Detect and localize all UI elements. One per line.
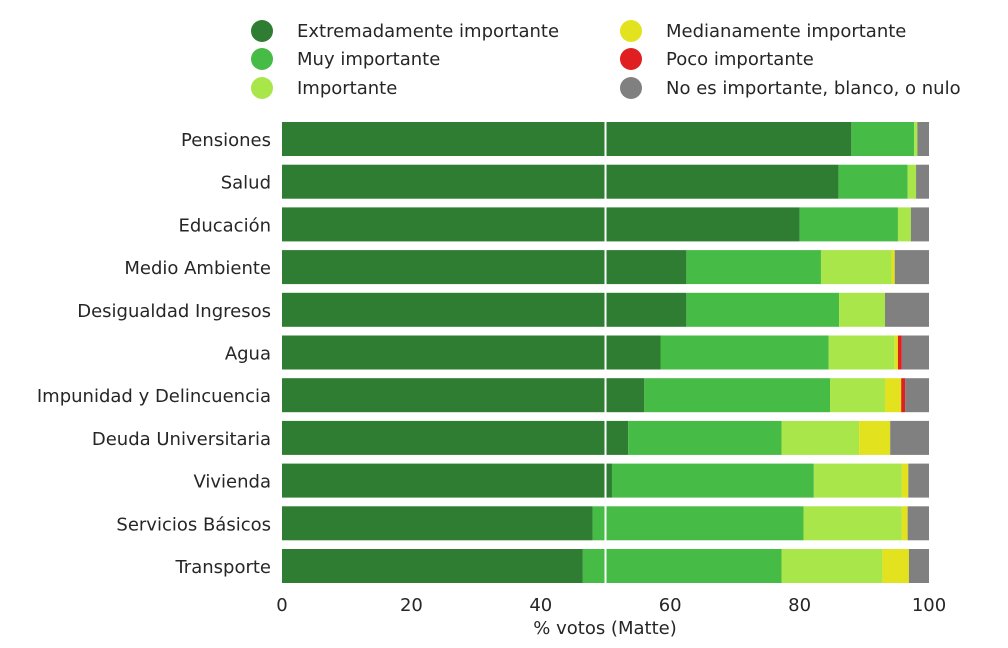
category-label: Agua [225, 344, 271, 365]
bar-segment [882, 549, 909, 583]
x-tick-label: 0 [276, 595, 287, 616]
category-label: Deuda Universitaria [92, 429, 271, 450]
bar-segment [282, 250, 687, 285]
category-label: Pensiones [181, 130, 271, 151]
bar-segment [282, 549, 583, 583]
category-label: Medio Ambiente [124, 258, 271, 279]
bar-segment [660, 335, 829, 370]
category-labels: Pensiones Salud Educación Medio Ambiente Des… [37, 130, 271, 578]
bar-segment [799, 207, 898, 242]
bar-segment [282, 463, 612, 498]
bar-segment [282, 378, 645, 413]
bar-segment [897, 335, 902, 370]
bar-segment [901, 506, 908, 541]
category-label: Servicios Básicos [116, 514, 271, 535]
bar-segment [644, 378, 831, 413]
bar-segment [282, 122, 852, 156]
bar-segment [916, 164, 929, 199]
bar-segment [686, 292, 840, 327]
bar-segment [901, 378, 906, 413]
legend-marker [620, 77, 642, 99]
x-tick-label: 20 [400, 595, 423, 616]
bar-segment [890, 420, 929, 455]
bar-segment [828, 335, 895, 370]
x-tick-label: 40 [529, 595, 552, 616]
bar-segment [628, 420, 782, 455]
x-tick-label: 60 [659, 595, 682, 616]
bar-segment [282, 506, 593, 541]
bar-segment [813, 463, 902, 498]
bar-segment [838, 164, 908, 199]
bar-segment [891, 250, 895, 285]
bar-segment [917, 122, 929, 156]
bar-segment [803, 506, 902, 541]
bar-segment [282, 420, 629, 455]
bar-segment [910, 207, 929, 242]
category-label: Salud [221, 173, 271, 194]
bar-segment [582, 549, 782, 583]
bar-segment [885, 292, 929, 327]
bar-segment [282, 292, 687, 327]
bar-segment [781, 549, 883, 583]
bar-segment [908, 549, 929, 583]
bar-segment [905, 378, 929, 413]
bar-segment [894, 250, 929, 285]
legend-marker [620, 48, 642, 70]
bar-segment [592, 506, 804, 541]
bar-segment [907, 506, 929, 541]
category-label: Impunidad y Delincuencia [37, 386, 271, 407]
bar-segment [282, 207, 800, 242]
category-label: Desigualdad Ingresos [77, 301, 271, 322]
bar-segment [859, 420, 891, 455]
bar-segment [611, 463, 814, 498]
legend-label: Extremadamente importante [297, 21, 559, 42]
legend-marker [251, 48, 273, 70]
legend-label: Medianamente importante [666, 21, 906, 42]
category-label: Vivienda [193, 472, 271, 493]
legend-marker [620, 20, 642, 42]
bar-segment [885, 378, 902, 413]
x-axis-ticks: 0 20 40 60 80 100 [276, 595, 946, 616]
category-label: Educación [179, 215, 271, 236]
bar-segment [282, 335, 661, 370]
x-axis-label: % votos (Matte) [533, 618, 676, 639]
legend-label: Muy importante [297, 49, 440, 70]
bar-segment [282, 164, 839, 199]
bar-segment [686, 250, 821, 285]
category-label: Transporte [174, 557, 271, 578]
bar-segment [820, 250, 892, 285]
legend: Extremadamente importante Muy importante I… [251, 20, 961, 99]
legend-label: No es importante, blanco, o nulo [666, 78, 961, 99]
bar-segment [839, 292, 886, 327]
x-tick-label: 100 [912, 595, 946, 616]
bar-segment [897, 207, 911, 242]
bar-segment [907, 164, 917, 199]
bar-segment [894, 335, 898, 370]
x-tick-label: 80 [788, 595, 811, 616]
bar-segment [901, 463, 909, 498]
bar-segment [781, 420, 860, 455]
bar-segment [901, 335, 929, 370]
bar-segment [830, 378, 886, 413]
bar-segment [914, 122, 918, 156]
bar-segment [851, 122, 915, 156]
legend-marker [251, 20, 273, 42]
bars [282, 122, 929, 583]
legend-marker [251, 77, 273, 99]
legend-label: Importante [297, 78, 397, 99]
bar-segment [908, 463, 929, 498]
legend-label: Poco importante [666, 49, 814, 70]
